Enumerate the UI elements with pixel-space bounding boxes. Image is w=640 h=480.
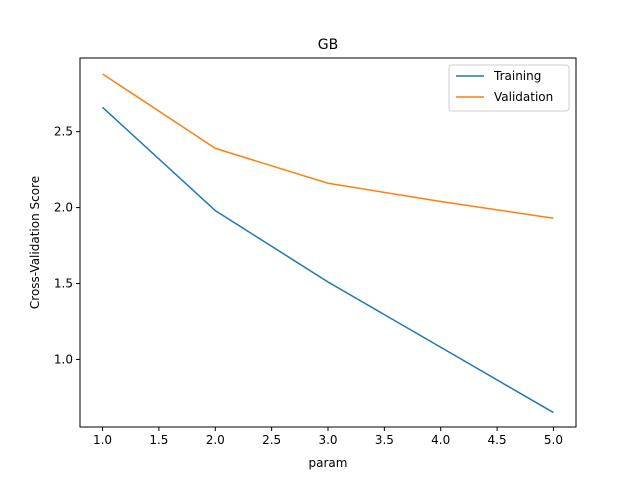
axis-ticks: 1.0 1.5 2.0 2.5 3.0 3.5 4.0 4.5 5.0 1.0 1.5 2.0 2.5 — [54, 125, 563, 447]
chart-title: GB — [318, 37, 338, 53]
x-axis-label: param — [309, 456, 348, 470]
x-tick-label: 1.5 — [149, 433, 168, 447]
x-tick-label: 2.0 — [206, 433, 225, 447]
y-tick-label: 2.0 — [54, 201, 73, 215]
y-tick-label: 2.5 — [54, 125, 73, 139]
x-tick-label: 1.0 — [93, 433, 112, 447]
y-axis-label: Cross-Validation Score — [28, 176, 42, 309]
series-line-validation — [102, 73, 554, 219]
legend: Training Validation — [448, 64, 570, 112]
series-line-training — [102, 106, 554, 414]
x-tick-label: 4.5 — [488, 433, 507, 447]
series-lines — [102, 73, 554, 414]
legend-label: Validation — [494, 90, 553, 104]
x-tick-label: 3.0 — [318, 433, 337, 447]
x-tick-label: 4.0 — [431, 433, 450, 447]
x-tick-label: 5.0 — [544, 433, 563, 447]
legend-label: Training — [493, 69, 541, 83]
y-tick-label: 1.0 — [54, 352, 73, 366]
y-tick-label: 1.5 — [54, 277, 73, 291]
axes-frame — [79, 57, 577, 428]
x-tick-label: 2.5 — [262, 433, 281, 447]
x-tick-label: 3.5 — [375, 433, 394, 447]
